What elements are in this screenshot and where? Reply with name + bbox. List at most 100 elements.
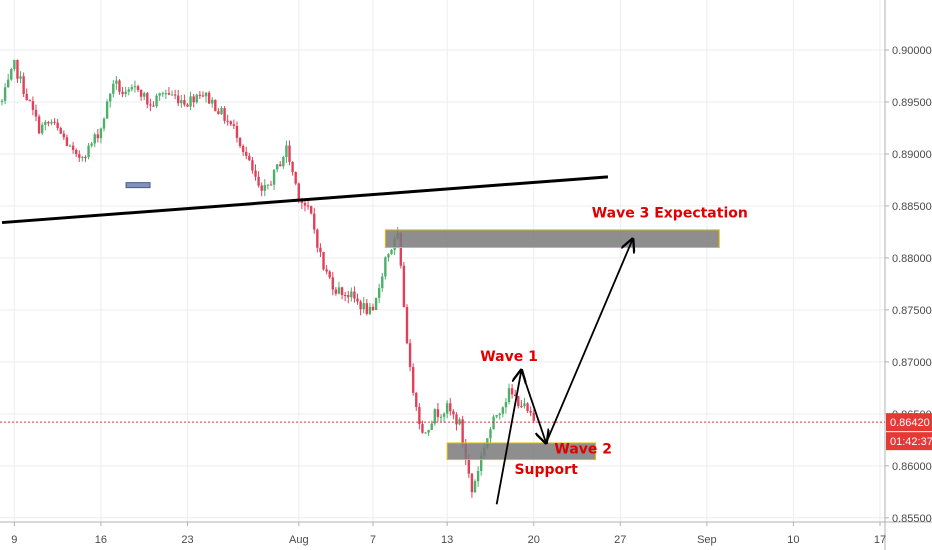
candle [220, 106, 223, 116]
candle [322, 251, 325, 271]
candle [266, 184, 270, 190]
candle [424, 431, 427, 434]
candle [186, 103, 189, 107]
candle-body [520, 406, 523, 408]
candle-body [408, 343, 412, 368]
candle-body [37, 116, 41, 134]
candle-body [50, 121, 53, 124]
candle-body [331, 277, 334, 290]
support-zone [446, 442, 597, 461]
candle [65, 134, 69, 147]
y-tick-label: 0.88500 [892, 201, 932, 213]
candle-body [136, 86, 140, 91]
candle [520, 400, 523, 408]
candle [325, 265, 328, 275]
candle-body [285, 145, 288, 158]
candle-body [25, 93, 28, 101]
candle-body [223, 108, 226, 121]
candle [245, 146, 248, 160]
candle-body [532, 412, 535, 421]
candle [59, 126, 62, 135]
x-tick-label: 23 [181, 534, 193, 546]
candle [408, 339, 412, 372]
candle [152, 101, 155, 107]
candle [87, 143, 90, 160]
candle-body [16, 59, 19, 79]
candle-body [28, 100, 32, 102]
candle-body [161, 93, 164, 95]
candle [316, 228, 319, 253]
candle [418, 403, 421, 430]
wave-arrow [520, 369, 546, 443]
candle [177, 89, 180, 107]
candle-body [489, 429, 492, 439]
candle [377, 283, 381, 303]
candle [50, 119, 53, 126]
candle-body [517, 396, 520, 407]
candle-body [198, 94, 202, 96]
candle-body [455, 414, 458, 425]
candle [173, 89, 177, 100]
candle [384, 256, 387, 280]
candle-body [102, 118, 106, 129]
candle-body [263, 185, 266, 191]
candle-body [183, 100, 186, 105]
candle-body [40, 124, 44, 134]
candle-body [343, 295, 347, 297]
candle [291, 161, 294, 176]
candle-body [59, 128, 62, 134]
candle-body [452, 411, 455, 415]
candle [356, 293, 359, 305]
candle-body [130, 87, 134, 90]
candle [217, 108, 220, 115]
candle [285, 140, 288, 163]
countdown-tag [886, 432, 932, 451]
candle [251, 157, 254, 174]
y-tick-label: 0.87000 [892, 357, 932, 369]
candle [470, 472, 474, 498]
candle [62, 130, 66, 141]
candle-body [399, 232, 403, 266]
candle [248, 152, 251, 162]
candle-body [445, 403, 449, 414]
candle [306, 199, 310, 210]
candle [439, 414, 443, 423]
x-tick-label: 7 [370, 534, 376, 546]
candle-body [436, 409, 440, 417]
candle [180, 94, 183, 108]
x-tick-label: 13 [441, 534, 453, 546]
annotation-wave-2: Wave 2 [554, 441, 612, 457]
candle [241, 144, 245, 156]
candle [37, 114, 41, 135]
x-tick-label: 17 [874, 534, 886, 546]
candle-body [467, 459, 471, 474]
candle-body [192, 96, 195, 103]
x-tick-label: Aug [289, 534, 309, 546]
candle [374, 297, 378, 311]
candle-body [31, 101, 35, 110]
candle-body [411, 367, 415, 393]
candle-body [309, 206, 313, 214]
candle-body [510, 388, 514, 395]
candle [501, 406, 505, 418]
candle-body [405, 306, 409, 344]
candle-body [470, 473, 474, 493]
candle [170, 90, 174, 96]
candle-body [418, 406, 421, 425]
candle [415, 392, 418, 411]
candle [99, 127, 103, 144]
candle [489, 427, 492, 443]
y-tick-label: 0.87500 [892, 305, 932, 317]
candle [0, 98, 4, 106]
candle [365, 299, 369, 316]
candle [164, 89, 168, 100]
candle [133, 80, 137, 93]
candle-body [260, 185, 263, 191]
grid-lines [0, 0, 885, 522]
candle-body [121, 91, 124, 95]
candle-body [235, 125, 239, 138]
candle [507, 383, 511, 405]
candle [362, 296, 365, 314]
x-tick-label: 20 [528, 534, 540, 546]
candle-body [241, 145, 245, 152]
